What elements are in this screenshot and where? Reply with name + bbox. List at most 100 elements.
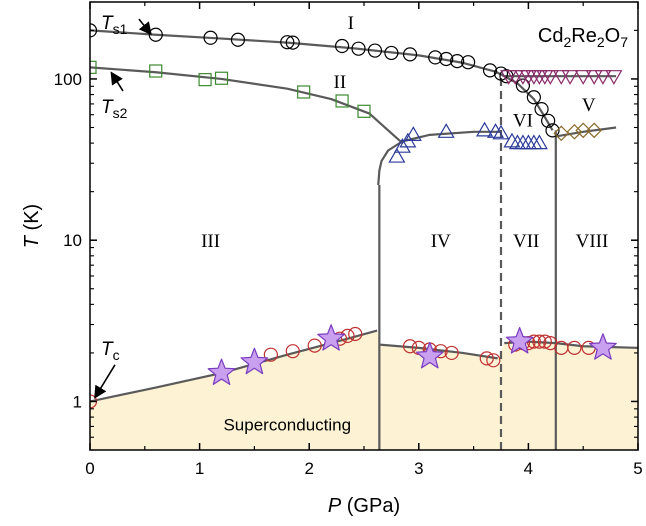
tc-star-point-4 <box>505 327 534 354</box>
triangle-up-point-0 <box>388 147 406 163</box>
x-axis-title: P (GPa) <box>328 495 400 517</box>
ts1-line <box>90 29 554 131</box>
markers-layer <box>90 23 623 409</box>
tc-circle-point-13 <box>486 353 501 368</box>
ts1-point-21 <box>541 113 556 128</box>
tc-star-point-0 <box>207 358 236 385</box>
triangle-up-point-3 <box>404 126 422 141</box>
x-tick-label-2: 2 <box>304 459 313 478</box>
tc-star-point-3 <box>415 341 444 369</box>
phase-label-0: I <box>348 13 354 34</box>
tc-circle-point-2 <box>285 344 300 359</box>
ts1-point-5 <box>285 35 300 50</box>
ts1-point-19 <box>526 90 541 105</box>
triangle-down-point-12 <box>594 70 612 85</box>
phase-label-1: II <box>334 72 347 93</box>
phase-label-5: VIII <box>576 231 609 252</box>
triangle-down-point-9 <box>561 70 579 85</box>
ts1-point-0 <box>90 23 98 38</box>
diamond-point-1 <box>566 123 583 140</box>
tc-star-point-2 <box>317 324 346 351</box>
annotation-arrow-ts1 <box>138 18 152 36</box>
ts1-point-13 <box>450 54 465 69</box>
triangle-down-point-7 <box>541 70 559 85</box>
triangle-down-point-11 <box>585 70 603 85</box>
ts1-point-15 <box>482 63 498 78</box>
ts1-point-9 <box>384 45 399 61</box>
diamond-point-0 <box>553 125 570 142</box>
x-tick-label-0: 0 <box>85 459 94 478</box>
viii-line <box>555 126 617 138</box>
ts1-point-7 <box>351 41 366 56</box>
ts2-line <box>90 66 404 144</box>
triangle-up-point-8 <box>503 132 521 148</box>
chart-title: Cd2Re2O7 <box>538 25 628 50</box>
y-tick-label-2: 100 <box>54 70 82 89</box>
triangle-up-point-4 <box>437 123 455 138</box>
ts1-point-11 <box>428 50 443 65</box>
tc-star-point-1 <box>240 347 269 375</box>
tc-circle-point-6 <box>348 326 363 342</box>
phase-label-2: III <box>201 231 220 252</box>
ts1-point-6 <box>334 38 350 54</box>
triangle-up-point-6 <box>486 123 505 138</box>
iv-line <box>377 130 501 186</box>
tc-circle-point-18 <box>532 334 547 349</box>
ts1-point-14 <box>461 55 476 70</box>
ts2-point-2 <box>198 73 212 87</box>
triangle-up-point-5 <box>476 121 494 137</box>
axes-layer: 0 1 2 3 4 5 1 10 100 P (GPa) T (K) <box>21 1 643 517</box>
x-tick-label-3: 3 <box>414 459 423 478</box>
phase-label-4: VII <box>513 231 539 252</box>
x-tick-label-1: 1 <box>195 459 204 478</box>
tc-circle-point-19 <box>537 334 552 349</box>
ts1-point-8 <box>367 43 383 58</box>
ts2-point-1 <box>149 64 163 78</box>
phase-label-7: V <box>582 95 596 116</box>
ts1-point-18 <box>515 78 531 93</box>
ts1-point-20 <box>534 102 549 117</box>
tc-circle-point-7 <box>402 339 418 354</box>
tc-circle-point-12 <box>479 351 494 366</box>
phase-label-6: VI <box>513 111 533 132</box>
ts1-point-2 <box>203 30 218 45</box>
triangle-down-point-10 <box>574 70 592 85</box>
ts2-point-6 <box>357 104 371 118</box>
diamond-point-2 <box>575 122 592 139</box>
y-tick-label-0: 1 <box>73 392 82 411</box>
tc-circle-point-3 <box>307 338 322 353</box>
triangle-down-point-13 <box>605 70 623 85</box>
tc-circle-point-22 <box>567 340 582 355</box>
tc-circle-point-1 <box>263 347 278 362</box>
ts2-point-5 <box>335 94 349 108</box>
ts1-point-3 <box>230 32 246 47</box>
ts2-point-3 <box>214 71 229 85</box>
tc-circle-point-11 <box>444 345 459 361</box>
tc-star-point-5 <box>589 333 617 360</box>
ts2-point-0 <box>90 60 97 74</box>
phase-label-3: IV <box>431 231 451 252</box>
diamond-point-3 <box>586 122 603 139</box>
ts1-point-4 <box>280 35 295 50</box>
triangle-up-point-13 <box>530 134 548 150</box>
annotation-ts1: Ts1 <box>101 13 128 37</box>
ts1-point-10 <box>402 47 418 62</box>
y-axis-title: T (K) <box>21 204 43 248</box>
annotation-tc: Tc <box>101 339 120 363</box>
lines-layer <box>90 29 638 450</box>
triangle-up-point-7 <box>492 124 510 140</box>
triangle-down-point-8 <box>552 70 570 85</box>
x-tick-label-4: 4 <box>524 459 533 478</box>
y-tick-label-1: 10 <box>63 231 82 250</box>
superconducting-label: Superconducting <box>223 415 351 434</box>
annotation-ts2: Ts2 <box>101 97 128 121</box>
ts2-point-4 <box>297 85 311 99</box>
x-tick-label-5: 5 <box>633 459 642 478</box>
annotation-arrow-tc <box>94 364 116 399</box>
triangle-up-point-1 <box>393 138 411 153</box>
annotation-arrow-ts2 <box>110 71 124 92</box>
ts1-point-12 <box>439 51 454 67</box>
ts1-point-22 <box>545 123 560 138</box>
